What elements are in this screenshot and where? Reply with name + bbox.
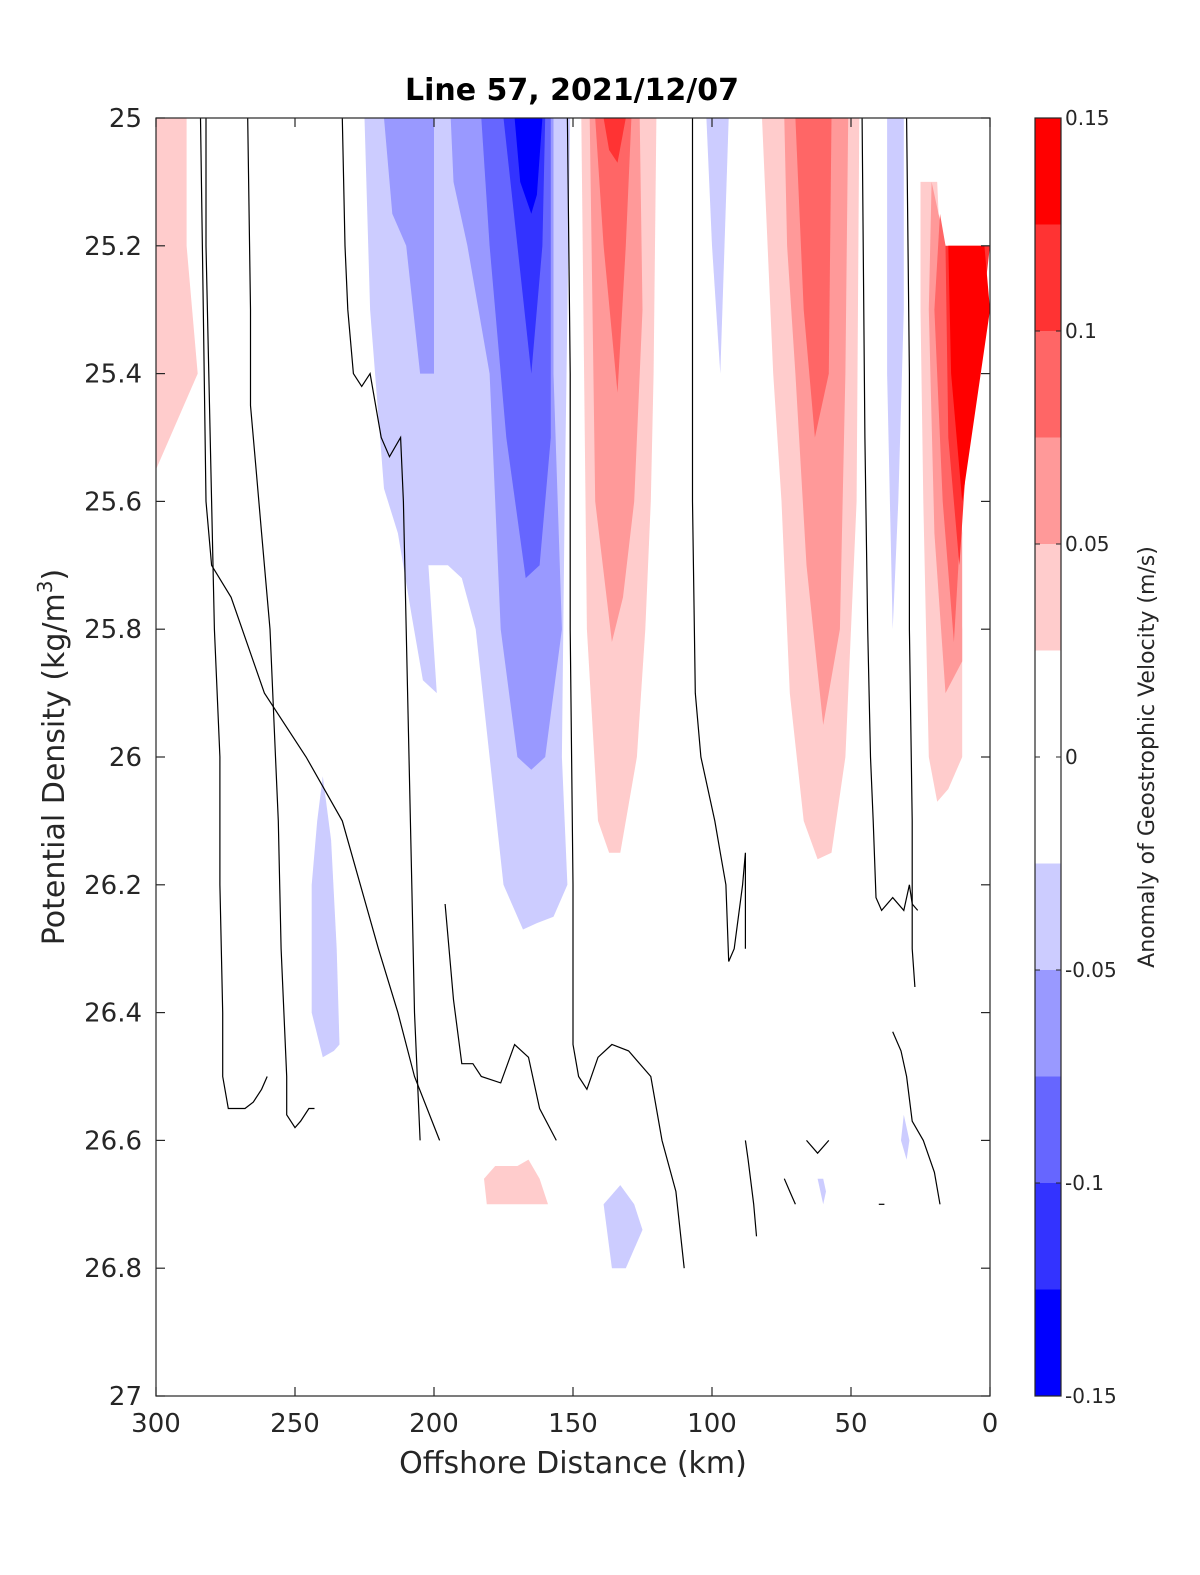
colorbar-swatch (1035, 863, 1061, 970)
filled-region-21 (484, 1159, 548, 1205)
y-tick-label: 25.6 (84, 487, 142, 517)
filled-region-24 (817, 1178, 826, 1205)
x-tick-label: 300 (131, 1409, 181, 1439)
contour-line-1 (247, 117, 315, 1129)
colorbar-tick-label: -0.15 (1065, 1384, 1117, 1408)
colorbar-tick-label: 0.05 (1065, 532, 1110, 556)
y-axis-label-end: ) (37, 569, 72, 581)
filled-region-14 (887, 118, 904, 630)
colorbar-tick-label: 0.15 (1065, 106, 1110, 130)
x-tick-label: 150 (548, 1409, 598, 1439)
y-tick-label: 26 (109, 743, 142, 773)
contour-line-5 (566, 117, 685, 1269)
contour-line-8 (783, 1178, 796, 1205)
contour-line-0 (205, 118, 268, 1110)
chart-title: Line 57, 2021/12/07 (405, 73, 739, 108)
x-tick-label: 200 (409, 1409, 459, 1439)
colorbar-swatch (1035, 544, 1061, 651)
colorbar-ticks: 0.15 0.1 0.05 0 -0.05 -0.1 -0.15 (1035, 106, 1117, 1408)
contour-line-10 (861, 117, 919, 912)
colorbar-swatch (1035, 970, 1061, 1077)
contour-line-11 (906, 117, 916, 988)
colorbar-swatch (1035, 331, 1061, 438)
colorbar-tick-label: 0 (1065, 745, 1078, 769)
contour-line-4 (444, 903, 557, 1141)
contour-line-9 (806, 1140, 830, 1155)
filled-contours (156, 118, 990, 1269)
colorbar-swatch (1035, 437, 1061, 544)
y-tick-label: 26.6 (84, 1126, 142, 1156)
filled-region-19 (948, 245, 990, 502)
y-tick-label: 25 (109, 104, 142, 134)
y-tick-label: 26.4 (84, 999, 142, 1029)
colorbar-swatch (1035, 224, 1061, 331)
contour-line-7 (744, 1140, 758, 1237)
y-axis-label: Potential Density (kg/m3) (33, 569, 72, 945)
plot-background (156, 118, 990, 1396)
filled-region-9 (603, 118, 626, 163)
filled-region-0 (156, 118, 198, 470)
colorbar: 0.15 0.1 0.05 0 -0.05 -0.1 -0.15 Anomaly of Ge… (1034, 106, 1160, 1408)
filled-region-12 (795, 118, 832, 438)
y-tick-label: 26.8 (84, 1254, 142, 1284)
colorbar-swatch (1035, 118, 1061, 225)
colorbar-tick-label: -0.05 (1065, 958, 1117, 982)
colorbar-tick-label: -0.1 (1065, 1171, 1104, 1195)
filled-region-13 (706, 118, 729, 374)
y-tick-label: 27 (109, 1382, 142, 1412)
filled-region-7 (589, 118, 643, 642)
contour-line-12 (892, 1031, 941, 1205)
colorbar-swatch (1035, 1289, 1061, 1396)
x-axis-label: Offshore Distance (km) (399, 1446, 747, 1481)
plot-area: 300 250 200 150 100 50 0 2525.225.425.625.8262… (84, 104, 998, 1439)
y-tick-label: 26.2 (84, 871, 142, 901)
filled-region-23 (901, 1114, 910, 1160)
x-tick-label: 100 (687, 1409, 737, 1439)
y-tick-label: 25.4 (84, 360, 142, 390)
zero-contour-lines (199, 117, 941, 1269)
y-axis-ticks: 25 25.2 25.4 25.6 25.8 26 26.2 26.4 26.6 26.8 27 (84, 104, 990, 1412)
x-axis-ticks: 300 250 200 150 100 50 0 (131, 118, 998, 1439)
contour-line-3 (199, 117, 441, 1141)
contour-line-2 (341, 117, 421, 1141)
filled-region-8 (595, 118, 632, 393)
colorbar-tick-label: 0.1 (1065, 319, 1097, 343)
filled-region-22 (603, 1185, 643, 1269)
y-axis-label-main: Potential Density (kg/m (37, 593, 72, 945)
y-tick-label: 25.2 (84, 232, 142, 262)
filled-region-5 (514, 118, 543, 214)
x-tick-label: 250 (270, 1409, 320, 1439)
x-tick-label: 50 (834, 1409, 867, 1439)
colorbar-swatches (1035, 118, 1061, 1396)
colorbar-swatch (1035, 1076, 1061, 1183)
x-tick-label: 0 (982, 1409, 999, 1439)
y-tick-label: 25.8 (84, 615, 142, 645)
filled-region-20 (311, 776, 340, 1058)
colorbar-swatch (1035, 1183, 1061, 1290)
contour-line-6 (691, 118, 747, 962)
y-axis-label-superscript: 3 (33, 580, 57, 593)
colorbar-label: Anomaly of Geostrophic Velocity (m/s) (1135, 546, 1160, 968)
